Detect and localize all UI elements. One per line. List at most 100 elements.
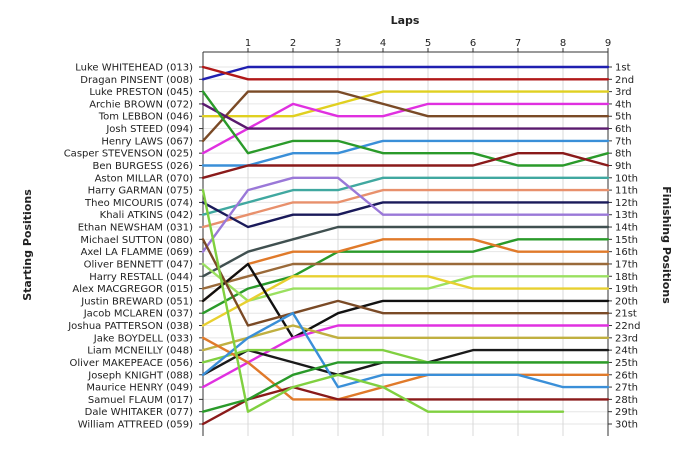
starting-position-label: Theo MICOURIS (074) <box>84 198 193 209</box>
starting-position-label: Josh STEED (094) <box>105 124 193 135</box>
series-line <box>201 262 610 290</box>
starting-position-label: Liam MCNEILLY (048) <box>87 346 193 357</box>
series-line <box>201 90 610 167</box>
finishing-position-label: 26th <box>615 370 638 381</box>
starting-position-label: Joseph KNIGHT (088) <box>87 370 193 381</box>
x-tick-label: 1 <box>245 38 251 49</box>
starting-position-label: Khali ATKINS (042) <box>100 210 193 221</box>
axes <box>199 48 612 436</box>
x-tick-label: 8 <box>560 38 566 49</box>
finishing-position-label: 30th <box>615 420 638 431</box>
finishing-position-label: 20th <box>615 296 638 307</box>
starting-position-label: Maurice HENRY (049) <box>86 383 193 394</box>
finishing-position-label: 17th <box>615 259 638 270</box>
finishing-position-label: 7th <box>615 136 632 147</box>
starting-position-label: Joshua PATTERSON (038) <box>67 321 193 332</box>
finishing-position-labels: 1st2nd3rd4th5th6th7th8th9th10th11th12th1… <box>615 63 640 431</box>
finishing-position-label: 4th <box>615 99 632 110</box>
starting-position-label: Aston MILLAR (070) <box>95 173 194 184</box>
finishing-position-label: 5th <box>615 112 632 123</box>
series-line <box>201 102 610 130</box>
series-line <box>201 275 610 327</box>
finishing-position-label: 15th <box>615 235 638 246</box>
x-tick-label: 2 <box>290 38 296 49</box>
series-line <box>201 188 565 413</box>
starting-position-label: Harry GARMAN (075) <box>88 186 193 197</box>
finishing-position-label: 3rd <box>615 87 632 98</box>
series-line <box>201 176 610 253</box>
series-line <box>201 348 610 364</box>
finishing-position-label: 10th <box>615 173 638 184</box>
y-axis-right-title: Finishing Positions <box>660 186 673 304</box>
series-line <box>201 262 610 339</box>
x-tick-label: 4 <box>380 38 386 49</box>
series-line <box>201 312 610 389</box>
starting-position-label: Oliver BENNETT (047) <box>84 259 193 270</box>
series-line <box>201 176 610 216</box>
x-tick-label: 6 <box>470 38 476 49</box>
series-line <box>201 188 610 229</box>
finishing-position-label: 23rd <box>615 333 638 344</box>
finishing-position-label: 18th <box>615 272 638 283</box>
x-tick-label: 5 <box>425 38 431 49</box>
starting-position-label: Harry RESTALL (044) <box>89 272 193 283</box>
finishing-position-label: 22nd <box>615 321 640 332</box>
starting-position-label: Dragan PINSENT (008) <box>80 75 193 86</box>
driver-lines <box>201 65 610 426</box>
series-line <box>201 65 610 81</box>
finishing-position-label: 6th <box>615 124 632 135</box>
series-line <box>201 238 610 315</box>
finishing-position-label: 16th <box>615 247 638 258</box>
starting-position-label: Oliver MAKEPEACE (056) <box>69 358 193 369</box>
finishing-position-label: 14th <box>615 223 638 234</box>
series-line <box>201 336 610 401</box>
finishing-position-label: 1st <box>615 63 631 74</box>
starting-position-label: Casper STEVENSON (025) <box>64 149 193 160</box>
finishing-position-label: 24th <box>615 346 638 357</box>
series-line <box>201 139 610 167</box>
series-line <box>201 151 610 180</box>
starting-position-label: Jake BOYDELL (033) <box>93 333 193 344</box>
finishing-position-label: 13th <box>615 210 638 221</box>
x-axis-title: Laps <box>391 14 420 27</box>
series-line <box>201 225 610 278</box>
starting-position-label: Michael SUTTON (080) <box>80 235 193 246</box>
series-line <box>201 361 610 413</box>
starting-position-label: Dale WHITAKER (077) <box>85 407 193 418</box>
series-line <box>201 201 610 229</box>
series-line <box>201 385 610 426</box>
finishing-position-label: 2nd <box>615 75 634 86</box>
series-line <box>201 262 610 303</box>
finishing-position-label: 8th <box>615 149 632 160</box>
finishing-position-label: 21st <box>615 309 637 320</box>
series-line <box>201 324 610 352</box>
finishing-position-label: 11th <box>615 186 638 197</box>
series-line <box>201 238 610 303</box>
y-axis-left-title: Starting Positions <box>21 189 34 301</box>
finishing-position-label: 12th <box>615 198 638 209</box>
x-tick-label: 9 <box>605 38 611 49</box>
starting-position-label: Samuel FLAUM (017) <box>88 395 193 406</box>
finishing-position-label: 27th <box>615 383 638 394</box>
finishing-position-label: 9th <box>615 161 632 172</box>
starting-position-label: Justin BREWARD (051) <box>80 296 193 307</box>
starting-position-label: Jacob MCLAREN (037) <box>83 309 193 320</box>
starting-position-label: William ATTREED (059) <box>78 420 193 431</box>
series-line <box>201 238 610 327</box>
finishing-position-label: 29th <box>615 407 638 418</box>
x-tick-label: 7 <box>515 38 521 49</box>
starting-position-label: Ben BURGESS (026) <box>93 161 194 172</box>
starting-position-labels: Luke WHITEHEAD (013)Dragan PINSENT (008)… <box>64 63 193 431</box>
series-line <box>201 90 610 143</box>
starting-position-label: Tom LEBBON (046) <box>98 112 193 123</box>
starting-position-label: Alex MACGREGOR (015) <box>72 284 193 295</box>
finishing-position-label: 19th <box>615 284 638 295</box>
starting-position-label: Axel LA FLAMME (069) <box>81 247 194 258</box>
starting-position-label: Archie BROWN (072) <box>89 99 193 110</box>
series-line <box>201 65 610 81</box>
starting-position-label: Henry LAWS (067) <box>101 136 193 147</box>
x-tick-label: 3 <box>335 38 341 49</box>
starting-position-label: Ethan NEWSHAM (031) <box>78 223 193 234</box>
x-tick-labels: 1 2 3 4 5 6 7 8 9 <box>245 38 611 49</box>
